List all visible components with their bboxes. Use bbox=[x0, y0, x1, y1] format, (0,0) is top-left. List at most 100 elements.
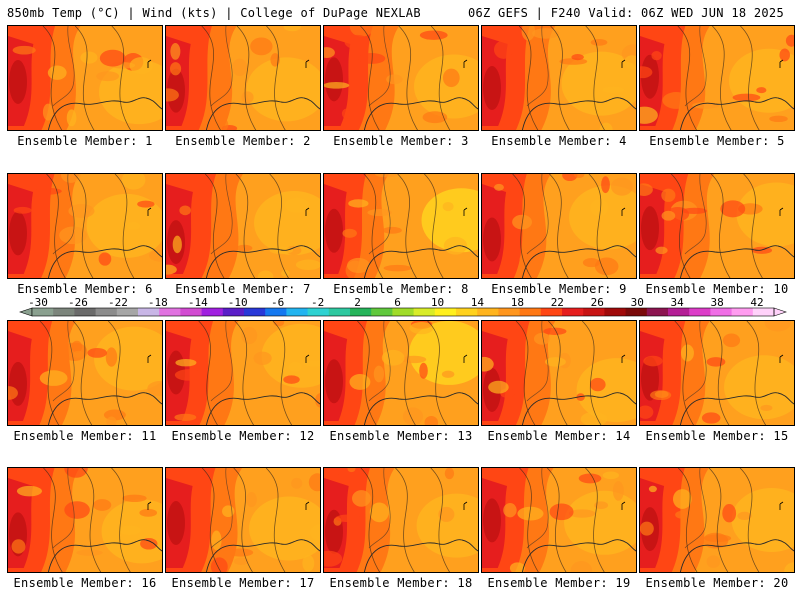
colorbar-segment bbox=[752, 308, 775, 316]
temperature-map bbox=[482, 321, 636, 425]
ensemble-member-label: Ensemble Member: 1 bbox=[17, 134, 153, 148]
temperature-map bbox=[482, 468, 636, 572]
ensemble-member-label: Ensemble Member: 8 bbox=[333, 282, 469, 296]
ensemble-map-panel bbox=[481, 25, 637, 131]
temperature-map bbox=[324, 174, 478, 278]
colorbar-segment bbox=[328, 308, 351, 316]
colorbar-segment bbox=[222, 308, 245, 316]
ensemble-map-panel bbox=[165, 173, 321, 279]
colorbar-segment bbox=[265, 308, 287, 316]
colorbar-segment bbox=[540, 308, 563, 316]
colorbar-tick-label: 30 bbox=[631, 296, 644, 309]
ensemble-member-label: Ensemble Member: 17 bbox=[171, 576, 315, 590]
colorbar-tick-label: 2 bbox=[354, 296, 361, 309]
colorbar-tick-label: 6 bbox=[394, 296, 401, 309]
ensemble-map-panel bbox=[481, 320, 637, 426]
colorbar-low-arrow bbox=[19, 307, 33, 317]
temperature-map bbox=[8, 321, 162, 425]
colorbar-segment bbox=[562, 308, 584, 316]
colorbar-segment bbox=[519, 308, 542, 316]
colorbar-tick-label: -18 bbox=[148, 296, 168, 309]
colorbar-segment bbox=[583, 308, 605, 316]
temperature-map bbox=[640, 174, 794, 278]
ensemble-map-panel bbox=[7, 25, 163, 131]
ensemble-map-panel bbox=[639, 25, 795, 131]
temperature-map bbox=[640, 468, 794, 572]
ensemble-member-label: Ensemble Member: 14 bbox=[487, 429, 631, 443]
colorbar-tick-label: -6 bbox=[271, 296, 284, 309]
colorbar-tick-label: -14 bbox=[188, 296, 208, 309]
ensemble-map-panel bbox=[481, 467, 637, 573]
ensemble-member-label: Ensemble Member: 12 bbox=[171, 429, 315, 443]
colorbar-segment bbox=[201, 308, 224, 316]
colorbar-tick-label: 42 bbox=[750, 296, 763, 309]
ensemble-map-panel bbox=[165, 467, 321, 573]
temperature-map bbox=[166, 321, 320, 425]
ensemble-map-panel bbox=[639, 467, 795, 573]
ensemble-member-label: Ensemble Member: 15 bbox=[645, 429, 789, 443]
temperature-map bbox=[166, 468, 320, 572]
colorbar-tick-label: -22 bbox=[108, 296, 128, 309]
colorbar-segment bbox=[477, 308, 499, 316]
temperature-map bbox=[482, 26, 636, 130]
ensemble-member-label: Ensemble Member: 2 bbox=[175, 134, 311, 148]
ensemble-member-label: Ensemble Member: 5 bbox=[649, 134, 785, 148]
ensemble-map-panel bbox=[323, 320, 479, 426]
colorbar-frame bbox=[31, 307, 775, 317]
temperature-colorbar: -30 -26 -22 -18 -14 -10 -6 -2 2 6 10 14 18 22 26 30 34 38… bbox=[19, 296, 787, 317]
colorbar-tick-label: 22 bbox=[551, 296, 564, 309]
temperature-map bbox=[640, 26, 794, 130]
colorbar-segment bbox=[74, 308, 96, 316]
ensemble-member-label: Ensemble Member: 11 bbox=[13, 429, 157, 443]
temperature-map bbox=[324, 468, 478, 572]
ensemble-member-label: Ensemble Member: 20 bbox=[645, 576, 789, 590]
colorbar-segment bbox=[371, 308, 393, 316]
colorbar-segment bbox=[498, 308, 520, 316]
ensemble-member-label: Ensemble Member: 19 bbox=[487, 576, 631, 590]
colorbar-tick-label: 38 bbox=[710, 296, 723, 309]
ensemble-member-label: Ensemble Member: 16 bbox=[13, 576, 157, 590]
colorbar-segment bbox=[180, 308, 202, 316]
colorbar-tick-label: 14 bbox=[471, 296, 485, 309]
ensemble-member-label: Ensemble Member: 9 bbox=[491, 282, 627, 296]
temperature-map bbox=[482, 174, 636, 278]
ensemble-member-label: Ensemble Member: 18 bbox=[329, 576, 473, 590]
colorbar-segment bbox=[53, 308, 75, 316]
colorbar-segment bbox=[138, 308, 160, 316]
colorbar-segment bbox=[307, 308, 330, 316]
temperature-map bbox=[8, 174, 162, 278]
temperature-map bbox=[324, 321, 478, 425]
colorbar-segment bbox=[668, 308, 690, 316]
ensemble-member-label: Ensemble Member: 3 bbox=[333, 134, 469, 148]
ensemble-map-panel bbox=[165, 25, 321, 131]
ensemble-member-label: Ensemble Member: 4 bbox=[491, 134, 627, 148]
title-left: 850mb Temp (°C) | Wind (kts) | College o… bbox=[7, 6, 421, 20]
ensemble-member-label: Ensemble Member: 10 bbox=[645, 282, 789, 296]
colorbar-tick-label: -26 bbox=[68, 296, 88, 309]
colorbar-segment bbox=[32, 308, 54, 316]
colorbar-tick-label: -2 bbox=[311, 296, 324, 309]
colorbar-tick-label: -30 bbox=[28, 296, 48, 309]
colorbar-tick-label: 26 bbox=[591, 296, 604, 309]
ensemble-member-label: Ensemble Member: 7 bbox=[175, 282, 311, 296]
ensemble-map-panel bbox=[7, 173, 163, 279]
temperature-map bbox=[8, 468, 162, 572]
ensemble-member-label: Ensemble Member: 6 bbox=[17, 282, 153, 296]
colorbar-segment bbox=[731, 308, 754, 316]
colorbar-segment bbox=[159, 308, 181, 316]
title-right: 06Z GEFS | F240 Valid: 06Z WED JUN 18 20… bbox=[467, 6, 784, 20]
temperature-map bbox=[324, 26, 478, 130]
ensemble-map-panel bbox=[481, 173, 637, 279]
colorbar-high-arrow bbox=[773, 307, 787, 317]
colorbar-segment bbox=[244, 308, 266, 316]
colorbar-segment bbox=[646, 308, 669, 316]
temperature-map bbox=[8, 26, 162, 130]
colorbar-segment bbox=[710, 308, 732, 316]
colorbar-segment bbox=[392, 308, 414, 316]
temperature-map bbox=[166, 26, 320, 130]
colorbar-tick-label: -10 bbox=[228, 296, 248, 309]
temperature-map bbox=[640, 321, 794, 425]
colorbar-segment bbox=[604, 308, 626, 316]
temperature-map bbox=[166, 174, 320, 278]
colorbar-segment bbox=[689, 308, 711, 316]
